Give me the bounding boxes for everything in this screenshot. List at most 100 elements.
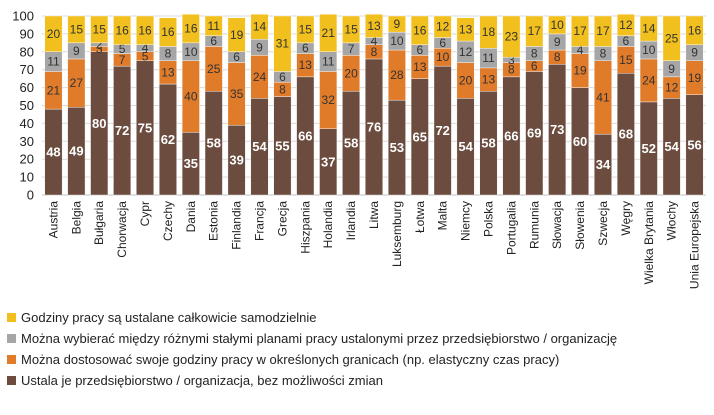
bar-stack: 72 106 12 bbox=[433, 15, 452, 196]
data-label: 72 bbox=[435, 123, 449, 138]
data-label: 58 bbox=[344, 136, 358, 151]
x-tick-label: Unia Europejska bbox=[688, 201, 702, 289]
bar-stack: 54 24 9 14 bbox=[250, 14, 269, 196]
data-label: 15 bbox=[299, 22, 313, 36]
x-tick-label: Finlandia bbox=[230, 201, 244, 250]
bar-segment bbox=[204, 15, 223, 36]
bar-segment bbox=[227, 17, 246, 52]
x-tick-label: Malta bbox=[436, 201, 450, 231]
data-label: 3 bbox=[96, 42, 103, 56]
data-label: 8 bbox=[531, 47, 538, 61]
data-label: 2 bbox=[96, 38, 103, 52]
data-label: 27 bbox=[70, 76, 84, 90]
data-label: 69 bbox=[527, 126, 541, 141]
bar-stack: 80 32 15 bbox=[90, 15, 109, 196]
bar-segment bbox=[616, 14, 635, 36]
data-label: 14 bbox=[642, 22, 656, 36]
data-label: 16 bbox=[115, 23, 129, 37]
x-tick-label: Wielka Brytania bbox=[642, 201, 656, 285]
data-label: 4 bbox=[371, 34, 378, 48]
data-label: 13 bbox=[482, 73, 496, 87]
bar-segment bbox=[685, 15, 704, 45]
data-label: 76 bbox=[367, 119, 381, 134]
data-label: 37 bbox=[321, 154, 335, 169]
data-label: 17 bbox=[573, 24, 587, 38]
data-label: 12 bbox=[459, 45, 473, 59]
data-label: 8 bbox=[371, 45, 378, 59]
legend-item: Ustala je przedsiębiorstwo / organizacja… bbox=[7, 370, 617, 391]
data-label: 54 bbox=[664, 139, 679, 154]
data-label: 32 bbox=[322, 93, 336, 107]
bar-stack: 34 41 8 17 bbox=[594, 15, 612, 196]
data-label: 6 bbox=[416, 43, 423, 57]
data-label: 6 bbox=[439, 36, 446, 50]
y-tick-label: 70 bbox=[20, 62, 34, 77]
legend-label: Ustala je przedsiębiorstwo / organizacja… bbox=[21, 373, 383, 388]
data-label: 16 bbox=[413, 23, 427, 37]
data-label: 28 bbox=[390, 68, 404, 82]
bar-stack: 52 24 10 14 bbox=[639, 15, 658, 196]
x-tick-label: Estonia bbox=[207, 201, 221, 241]
data-label: 8 bbox=[279, 82, 286, 96]
data-label: 41 bbox=[596, 90, 610, 104]
data-label: 17 bbox=[528, 24, 542, 38]
data-label: 72 bbox=[115, 123, 129, 138]
data-label: 21 bbox=[47, 83, 61, 97]
data-label: 11 bbox=[47, 55, 60, 69]
x-tick-label: Cypr bbox=[138, 201, 152, 226]
bar-stack: 54 20 12 13 bbox=[456, 17, 475, 196]
data-label: 58 bbox=[481, 136, 495, 151]
x-tick-label: Niemcy bbox=[459, 201, 473, 241]
bar-stack: 68 15 6 12 bbox=[616, 14, 635, 196]
data-label: 60 bbox=[573, 134, 587, 149]
data-label: 35 bbox=[230, 87, 244, 101]
bar-segment bbox=[662, 15, 681, 61]
data-label: 80 bbox=[92, 116, 106, 131]
data-label: 16 bbox=[688, 23, 702, 37]
legend-label: Można dostosować swoje godziny pracy w o… bbox=[21, 352, 560, 367]
y-tick-label: 40 bbox=[20, 116, 34, 131]
bar-stack: 60 19 4 17 bbox=[571, 15, 589, 196]
y-axis: 0 10 20 30 40 50 60 70 80 90 100 bbox=[12, 9, 34, 203]
data-label: 15 bbox=[70, 22, 84, 36]
data-label: 24 bbox=[253, 70, 267, 84]
x-tick-label: Słowenia bbox=[573, 201, 587, 250]
data-label: 16 bbox=[184, 22, 198, 36]
x-tick-label: Polska bbox=[481, 201, 495, 237]
legend-item: Godziny pracy są ustalane całkowicie sam… bbox=[7, 307, 617, 328]
data-label: 4 bbox=[577, 43, 584, 57]
bar-segment bbox=[342, 15, 361, 44]
bar-stack: 72 75 16 bbox=[113, 15, 132, 196]
x-tick-label: Portugalia bbox=[504, 201, 518, 255]
bar-stack: 54 12 9 25 bbox=[662, 15, 681, 196]
data-label: 4 bbox=[142, 41, 149, 55]
data-label: 6 bbox=[623, 34, 630, 48]
data-label: 25 bbox=[207, 62, 221, 76]
data-label: 16 bbox=[161, 25, 175, 39]
x-axis: Austria Belgia Bułgaria Chorwacja Cypr Czechy… bbox=[46, 201, 701, 289]
bar-stack: 65 13 6 16 bbox=[410, 15, 429, 196]
data-label: 73 bbox=[550, 122, 564, 137]
bar-segment bbox=[296, 15, 315, 44]
data-label: 9 bbox=[554, 35, 561, 49]
x-tick-label: Luksemburg bbox=[390, 201, 404, 267]
y-tick-label: 10 bbox=[20, 170, 34, 185]
x-tick-label: Litwa bbox=[367, 201, 381, 229]
data-label: 13 bbox=[459, 22, 473, 36]
data-label: 13 bbox=[413, 60, 427, 74]
legend-item: Można wybierać między różnymi stałymi pl… bbox=[7, 328, 617, 349]
data-label: 23 bbox=[505, 30, 519, 44]
data-label: 20 bbox=[47, 27, 61, 41]
bar-segment bbox=[548, 15, 567, 35]
bar-segment bbox=[479, 15, 498, 49]
data-label: 6 bbox=[233, 50, 240, 64]
bar-segment bbox=[159, 17, 177, 47]
data-label: 9 bbox=[668, 62, 675, 76]
data-label: 11 bbox=[322, 55, 335, 69]
data-label: 24 bbox=[642, 73, 656, 87]
y-tick-label: 60 bbox=[20, 80, 34, 95]
data-label: 55 bbox=[275, 138, 289, 153]
bar-stack: 56 19 9 16 bbox=[685, 15, 704, 196]
